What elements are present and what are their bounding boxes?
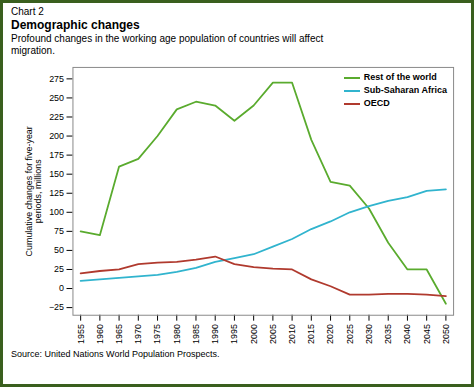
svg-text:200: 200 <box>49 131 64 141</box>
svg-text:2015: 2015 <box>306 324 316 344</box>
svg-text:100: 100 <box>49 207 64 217</box>
html-text:OECD: OECD <box>363 98 390 108</box>
html-text:Demographic changes: Demographic changes <box>11 18 140 32</box>
svg-text:2040: 2040 <box>402 324 412 344</box>
svg-text:275: 275 <box>49 74 64 84</box>
svg-text:1995: 1995 <box>229 324 239 344</box>
svg-text:2045: 2045 <box>422 324 432 344</box>
svg-text:2010: 2010 <box>287 324 297 344</box>
svg-text:0: 0 <box>59 283 64 293</box>
html-text:Profound changes in the workin: Profound changes in the working age popu… <box>11 33 324 56</box>
svg-text:2000: 2000 <box>249 324 259 344</box>
svg-text:2050: 2050 <box>441 324 451 344</box>
svg-text:2025: 2025 <box>345 324 355 344</box>
svg-text:175: 175 <box>49 150 64 160</box>
svg-text:250: 250 <box>49 93 64 103</box>
svg-text:1960: 1960 <box>95 324 105 344</box>
svg-text:1965: 1965 <box>114 324 124 344</box>
svg-text:1970: 1970 <box>133 324 143 344</box>
html-text:Sub-Saharan Africa: Sub-Saharan Africa <box>363 85 447 95</box>
svg-text:2020: 2020 <box>325 324 335 344</box>
svg-text:2030: 2030 <box>364 324 374 344</box>
svg-text:25: 25 <box>54 264 64 274</box>
html-text:Rest of the world: Rest of the world <box>363 72 437 82</box>
html-text:Chart 2: Chart 2 <box>11 6 44 17</box>
svg-text:2005: 2005 <box>268 324 278 344</box>
svg-text:150: 150 <box>49 169 64 179</box>
html-text:Source: United Nations World P: Source: United Nations World Population … <box>11 349 220 360</box>
svg-text:50: 50 <box>54 245 64 255</box>
svg-text:Cumulative changes for five-ye: Cumulative changes for five-yearperiods,… <box>24 126 43 256</box>
svg-text:1975: 1975 <box>152 324 162 344</box>
svg-text:1990: 1990 <box>210 324 220 344</box>
svg-text:−25: −25 <box>49 302 64 312</box>
svg-text:75: 75 <box>54 226 64 236</box>
svg-text:2035: 2035 <box>383 324 393 344</box>
svg-text:1980: 1980 <box>172 324 182 344</box>
svg-text:1985: 1985 <box>191 324 201 344</box>
svg-text:125: 125 <box>49 188 64 198</box>
svg-text:1955: 1955 <box>75 324 85 344</box>
svg-text:225: 225 <box>49 112 64 122</box>
